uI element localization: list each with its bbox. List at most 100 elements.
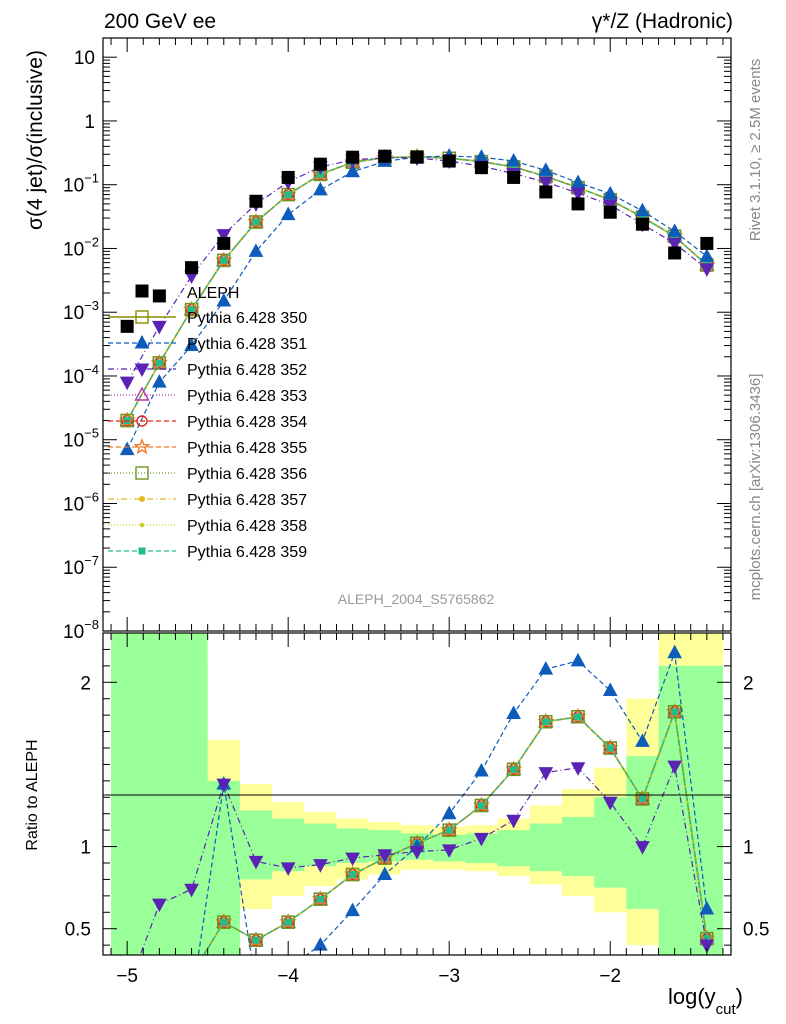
legend-marker xyxy=(138,547,146,555)
legend: ALEPH Pythia 6.428 350 Pythia 6.428 351 Pyt… xyxy=(108,284,307,561)
y-tick-label: 10−6 xyxy=(63,489,99,515)
ratio-series-point xyxy=(667,760,682,775)
ratio-series-point xyxy=(377,866,393,880)
data-point xyxy=(603,205,617,219)
ratio-series-point xyxy=(281,915,295,929)
ratio-y-axis-label: Ratio to ALEPH xyxy=(24,739,41,850)
legend-label: Pythia 6.428 357 xyxy=(187,492,307,509)
series-point xyxy=(152,320,167,335)
legend-label: ALEPH xyxy=(187,285,239,302)
data-point xyxy=(185,261,199,275)
y-tick-label: 10 xyxy=(74,48,95,69)
series-point xyxy=(216,229,232,243)
legend-label: Pythia 6.428 350 xyxy=(187,310,307,327)
series-point xyxy=(119,376,135,391)
series-point xyxy=(155,359,163,367)
series-point xyxy=(538,176,554,191)
ratio-series-point xyxy=(313,859,328,873)
data-point xyxy=(152,289,166,303)
y-tick-label: 10−4 xyxy=(63,362,99,388)
ratio-band-green-bin xyxy=(626,756,659,909)
data-point xyxy=(700,236,714,250)
legend-marker xyxy=(133,438,151,455)
ratio-series-point xyxy=(216,778,232,793)
ratio-series-point xyxy=(220,918,228,926)
x-tick-label: −2 xyxy=(599,966,621,987)
ratio-series-point xyxy=(638,795,646,803)
ratio-series-point xyxy=(377,849,393,863)
ratio-series-point xyxy=(474,832,489,847)
ratio-series-point xyxy=(602,796,618,811)
ratio-y-tick-label: 1 xyxy=(80,838,91,859)
series-point xyxy=(602,185,618,200)
series-point xyxy=(699,263,715,277)
ratio-series-point xyxy=(217,915,231,929)
series-point xyxy=(184,337,199,352)
series-point xyxy=(217,253,231,268)
ratio-series-point xyxy=(635,792,650,806)
rivet-version-label: Rivet 3.1.10, ≥ 2.5M events xyxy=(747,59,764,242)
series-point xyxy=(538,162,554,176)
ratio-series-point xyxy=(667,705,682,719)
series-point xyxy=(313,181,328,196)
ratio-series-point xyxy=(538,661,554,675)
legend-marker xyxy=(136,415,148,427)
series-point xyxy=(284,191,292,199)
data-point xyxy=(313,157,327,171)
series-point xyxy=(249,215,263,229)
series-point xyxy=(216,292,232,307)
x-axis-label: log(ycut) xyxy=(668,984,743,1018)
ratio-series-point xyxy=(635,841,650,855)
ratio-series-point xyxy=(474,762,489,777)
x-tick-label: −4 xyxy=(277,966,299,987)
ratio-series-point xyxy=(441,805,457,820)
ratio-series-point xyxy=(442,823,456,837)
ratio-y-tick-label-right: 1 xyxy=(743,838,754,859)
ratio-series-point xyxy=(635,733,650,747)
legend-marker xyxy=(135,284,149,298)
ratio-series-point xyxy=(699,900,715,915)
series-line xyxy=(126,155,708,450)
ratio-series-point xyxy=(510,765,518,773)
main-panel-curves xyxy=(118,147,716,456)
ratio-series-point xyxy=(345,867,360,882)
ratio-y-tick-label-right: 0.5 xyxy=(743,920,769,941)
main-panel-frame xyxy=(102,37,732,632)
ratio-band-green-bin xyxy=(690,665,723,955)
data-point xyxy=(217,236,231,250)
series-point xyxy=(119,441,135,456)
ratio-series-point xyxy=(474,798,489,813)
data-point xyxy=(507,170,521,184)
ratio-series-point xyxy=(506,762,521,777)
series-point xyxy=(152,374,167,388)
ratio-panel-curves xyxy=(139,644,716,955)
ratio-series-point xyxy=(603,741,617,755)
ratio-series-point xyxy=(671,708,679,716)
ratio-band-green-bin xyxy=(561,817,595,877)
series-point xyxy=(188,306,196,314)
ratio-band-green-bin xyxy=(111,633,144,955)
ratio-series-point xyxy=(606,744,614,752)
data-point xyxy=(635,217,649,231)
y-tick-label: 10−8 xyxy=(63,617,99,643)
x-tick-label: −3 xyxy=(438,966,460,987)
data-point xyxy=(378,149,392,163)
legend-label: Pythia 6.428 355 xyxy=(187,440,307,457)
ratio-band-green-bin xyxy=(175,633,208,955)
ratio-series-point xyxy=(506,814,521,829)
ratio-series-point xyxy=(252,936,260,944)
main-y-axis-label: σ(4 jet)/σ(inclusive) xyxy=(24,50,47,230)
series-point xyxy=(570,187,586,202)
legend-label: Pythia 6.428 359 xyxy=(187,544,307,561)
legend-marker xyxy=(134,386,150,401)
ratio-series-point xyxy=(248,855,264,870)
series-point xyxy=(152,356,167,370)
ratio-series-point xyxy=(409,846,425,860)
ratio-series-point xyxy=(574,713,582,721)
ratio-series-point xyxy=(316,895,324,903)
ratio-series-point xyxy=(349,871,357,878)
legend-marker xyxy=(134,334,150,349)
ratio-y-tick-label: 0.5 xyxy=(65,920,91,941)
ratio-series-point xyxy=(667,644,682,659)
